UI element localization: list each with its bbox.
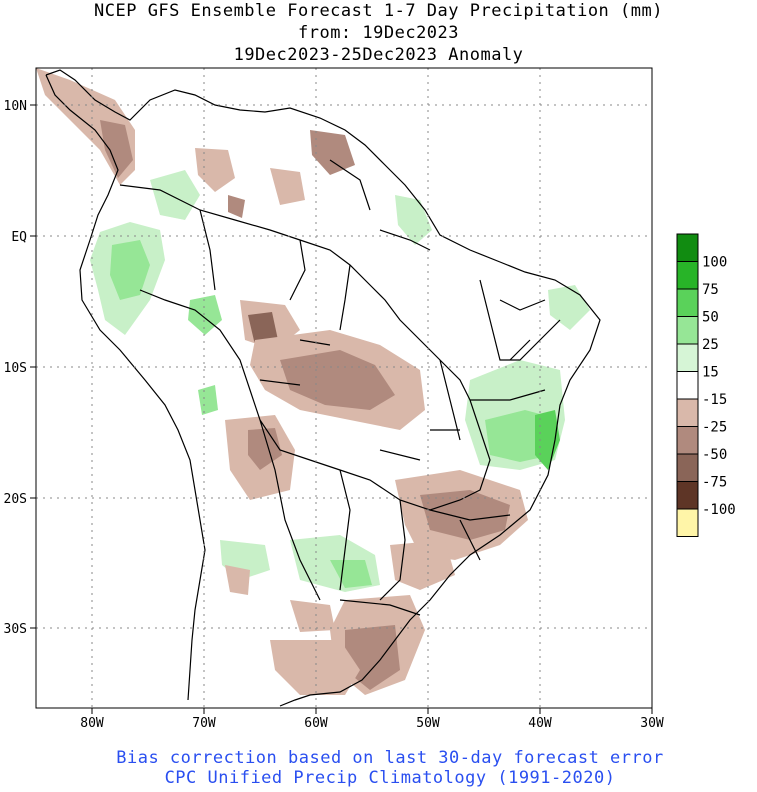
coastlines-and-borders bbox=[45, 69, 601, 707]
legend-swatch bbox=[676, 343, 699, 372]
legend-label: 50 bbox=[702, 310, 719, 326]
map-title: NCEP GFS Ensemble Forecast 1-7 Day Preci… bbox=[94, 1, 663, 21]
legend-swatch bbox=[676, 426, 699, 455]
lat-label: 10S bbox=[4, 361, 27, 376]
lat-label: 30S bbox=[4, 622, 27, 637]
graticule bbox=[36, 68, 652, 708]
legend-swatch bbox=[676, 233, 699, 262]
dry-area-argentina-east bbox=[290, 600, 335, 632]
dry-area-guyana bbox=[310, 130, 355, 175]
dry-area-bolivia-core bbox=[248, 428, 282, 470]
dry-area-south-brazil-core bbox=[345, 625, 400, 690]
forecast-from-date: from: 19Dec2023 bbox=[297, 23, 460, 43]
legend-label: 25 bbox=[702, 337, 719, 353]
lon-label: 50W bbox=[416, 716, 440, 731]
map-frame bbox=[35, 67, 653, 709]
lon-label: 80W bbox=[80, 716, 104, 731]
latitude-labels: 10N EQ 10S 20S 30S bbox=[4, 99, 28, 637]
dry-area-amazon-west-core bbox=[248, 312, 278, 345]
lat-label: 20S bbox=[4, 492, 27, 507]
legend-swatch bbox=[676, 398, 699, 427]
legend-label: 75 bbox=[702, 282, 719, 298]
forecast-period: 19Dec2023-25Dec2023 Anomaly bbox=[233, 45, 524, 65]
legend-label: 100 bbox=[702, 255, 727, 271]
legend-swatch bbox=[676, 261, 699, 290]
lon-label: 40W bbox=[528, 716, 552, 731]
wet-area-northeast bbox=[548, 285, 590, 330]
lon-label: 30W bbox=[640, 716, 664, 731]
wet-area-bahia-coast bbox=[535, 410, 560, 470]
legend-swatch bbox=[676, 371, 699, 400]
dry-area-venezuela-east bbox=[270, 168, 305, 205]
footer-bias-note: Bias correction based on last 30-day for… bbox=[116, 748, 664, 768]
color-legend: 100 75 50 25 15 -15 -25 -50 -75 -100 bbox=[676, 233, 736, 537]
wet-area-northwest-core bbox=[110, 240, 150, 300]
wet-area-bolivia-west bbox=[198, 385, 218, 415]
legend-label: -15 bbox=[702, 392, 727, 408]
dry-area-chile-north bbox=[225, 565, 250, 595]
legend-swatch bbox=[676, 453, 699, 482]
legend-swatch bbox=[676, 316, 699, 345]
dry-area-argentina bbox=[270, 640, 360, 695]
pacific-coastline bbox=[45, 74, 206, 701]
lon-label: 60W bbox=[304, 716, 328, 731]
dry-area-venezuela bbox=[195, 148, 235, 192]
shaded-anomaly-layer bbox=[36, 68, 590, 695]
lat-label: EQ bbox=[11, 230, 27, 245]
dry-area-sao-paulo bbox=[390, 540, 455, 590]
south-america-coastline bbox=[45, 69, 601, 707]
lon-label: 70W bbox=[192, 716, 216, 731]
wet-area-colombia bbox=[150, 170, 200, 220]
legend-swatch bbox=[676, 481, 699, 510]
longitude-labels: 80W 70W 60W 50W 40W 30W bbox=[80, 716, 664, 731]
legend-label: -100 bbox=[702, 502, 736, 518]
dry-area-panama-core bbox=[100, 120, 133, 178]
state-borders bbox=[259, 159, 546, 616]
legend-label: -75 bbox=[702, 475, 727, 491]
dry-area-mato-grosso-core bbox=[280, 350, 395, 410]
footer-climatology-note: CPC Unified Precip Climatology (1991-202… bbox=[164, 768, 616, 788]
legend-swatch bbox=[676, 288, 699, 317]
axis-ticks bbox=[30, 104, 653, 714]
legend-label: 15 bbox=[702, 365, 719, 381]
lat-label: 10N bbox=[4, 99, 27, 114]
dry-area-minas-core bbox=[420, 490, 510, 540]
legend-swatch bbox=[676, 508, 699, 537]
legend-label: -50 bbox=[702, 447, 727, 463]
legend-label: -25 bbox=[702, 420, 727, 436]
wet-area-paraguay-core bbox=[330, 560, 372, 588]
dry-area-venezuela-south bbox=[228, 195, 245, 218]
